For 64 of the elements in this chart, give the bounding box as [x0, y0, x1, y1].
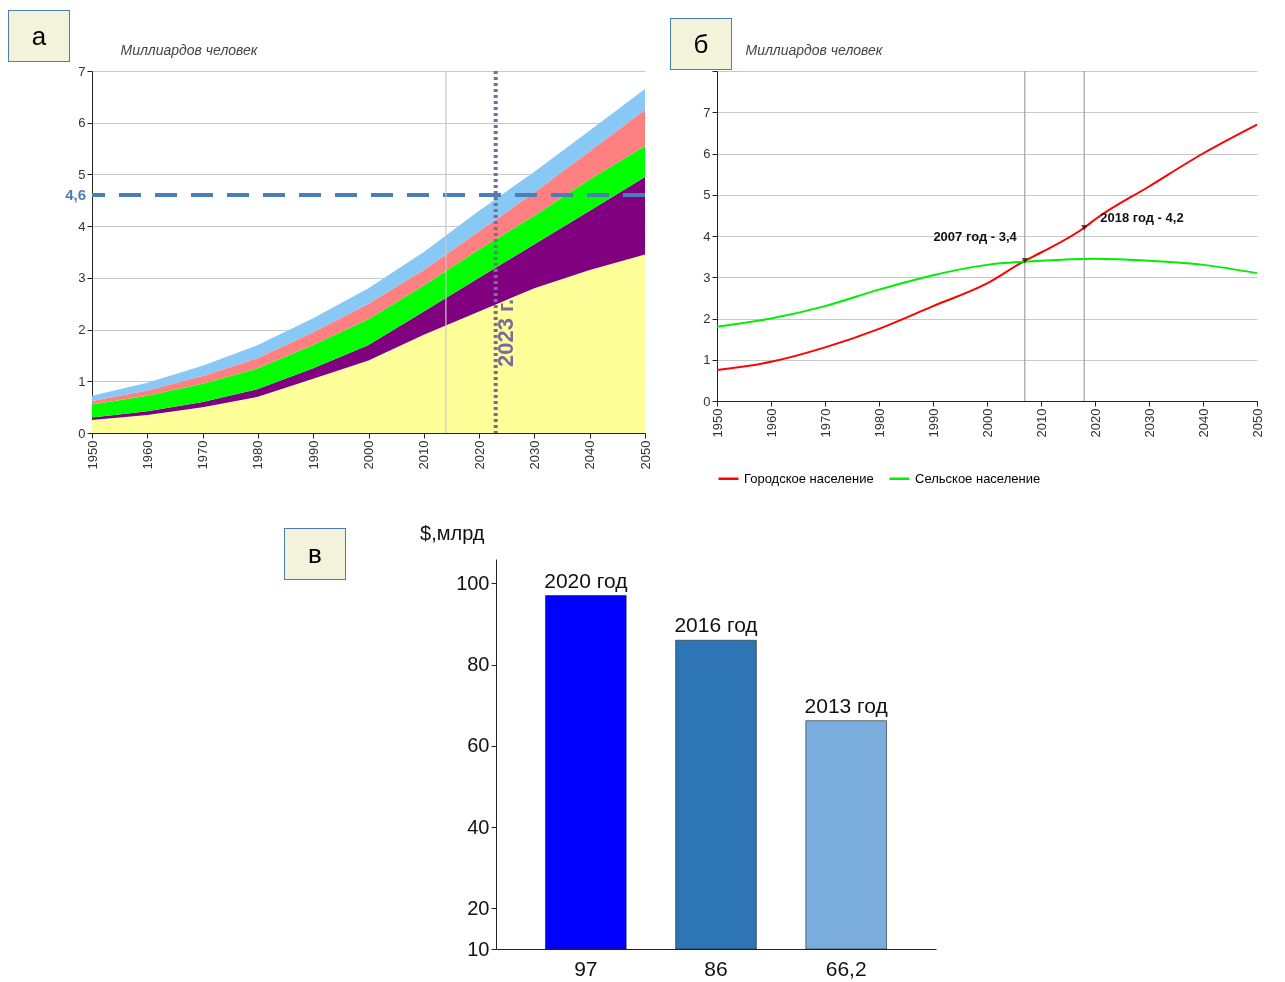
- y-tick-label: 40: [467, 815, 490, 838]
- x-tick-label: 2013 год: [804, 693, 888, 717]
- line-series: [716, 123, 1258, 372]
- data-label: 86: [704, 957, 728, 980]
- x-tick-label: 1970: [195, 440, 211, 470]
- y-tick-label: 5: [703, 187, 711, 203]
- y-tick-label: 0: [703, 393, 711, 409]
- y-axis-title: $,млрд: [420, 521, 485, 544]
- y-tick-label: 7: [78, 63, 86, 79]
- x-tick-label: 2020 год: [544, 568, 628, 592]
- x-tick-label: 2010: [1033, 408, 1049, 438]
- x-tick-label: 1990: [305, 440, 321, 470]
- y-tick-label: 100: [456, 571, 490, 594]
- y-tick-label: 5: [78, 166, 86, 182]
- line-series: [716, 257, 1258, 328]
- text: в: [284, 528, 346, 580]
- ref-line-label: 4,6: [65, 186, 86, 204]
- x-tick-label: 2000: [361, 440, 376, 470]
- x-tick-label: 2040: [582, 440, 598, 470]
- x-tick-label: 2030: [1141, 408, 1157, 438]
- x-tick-label: 1960: [763, 408, 779, 438]
- text: а: [8, 10, 70, 62]
- y-tick-label: 3: [78, 270, 86, 286]
- x-tick-label: 1950: [709, 408, 725, 438]
- x-tick-label: 2020: [1087, 408, 1103, 438]
- y-tick-label: 1: [78, 373, 86, 389]
- y-tick-label: 2: [703, 311, 711, 326]
- x-tick-label: 1960: [139, 440, 155, 470]
- y-tick-label: 0: [78, 425, 86, 441]
- y-tick-label: 20: [467, 896, 490, 919]
- x-tick-label: 2000: [979, 408, 995, 438]
- data-label: 97: [574, 957, 598, 980]
- legend-label: Сельское население: [915, 470, 1041, 486]
- y-tick-label: 4: [703, 228, 711, 244]
- x-tick-label: 2030: [526, 440, 542, 470]
- y-tick-label: 10: [467, 937, 490, 960]
- x-tick-label: 1980: [871, 408, 887, 438]
- y-tick-label: 4: [78, 218, 86, 234]
- x-tick-label: 1990: [925, 408, 941, 438]
- y-tick-label: 7: [703, 104, 711, 120]
- legend-label: Городское население: [744, 470, 874, 486]
- y-tick-label: 2: [78, 322, 86, 338]
- y-axis-title: Миллиардов человек: [120, 41, 259, 58]
- annotation: 2007 год - 3,4: [933, 228, 1018, 244]
- x-tick-label: 2040: [1195, 408, 1211, 438]
- text: б: [670, 18, 732, 70]
- x-tick-label: 2010: [416, 440, 432, 470]
- x-tick-label: 1980: [250, 440, 266, 470]
- x-tick-label: 1950: [84, 440, 100, 470]
- y-axis-title: Миллиардов человек: [745, 41, 884, 58]
- x-tick-label: 1970: [817, 408, 833, 438]
- y-tick-label: 60: [467, 734, 490, 757]
- annotation: 2018 год - 4,2: [1100, 209, 1184, 225]
- y-tick-label: 1: [703, 352, 711, 368]
- y-tick-label: 6: [78, 115, 86, 131]
- y-tick-label: 80: [467, 653, 490, 676]
- x-tick-label: 2020: [471, 440, 487, 470]
- x-tick-label: 2050: [1249, 408, 1265, 438]
- x-tick-label: 2050: [637, 440, 653, 470]
- data-label: 66,2: [825, 957, 867, 980]
- y-tick-label: 3: [703, 269, 711, 285]
- x-tick-label: 2016 год: [674, 613, 758, 637]
- y-tick-label: 6: [703, 146, 711, 161]
- ref-line-label: 2023 г.: [492, 298, 518, 368]
